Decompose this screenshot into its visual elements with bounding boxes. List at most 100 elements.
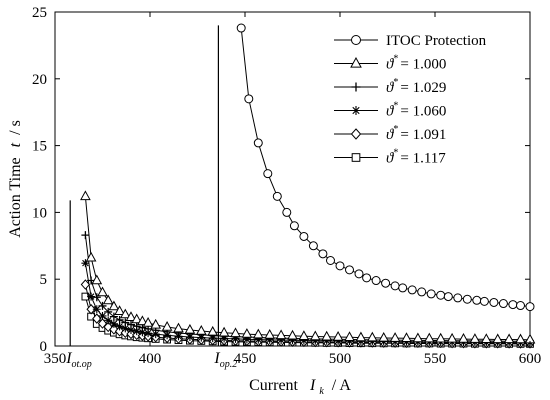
data-point-circle <box>318 249 328 259</box>
data-point-circle <box>417 287 427 297</box>
data-point-asterisk <box>87 292 96 301</box>
data-point-circle <box>436 290 446 300</box>
data-point-triangle <box>469 333 481 343</box>
data-point-triangle <box>131 313 143 324</box>
data-point-asterisk <box>81 259 90 268</box>
data-point-circle <box>489 297 499 307</box>
data-point-triangle <box>218 326 230 337</box>
data-point-circle <box>525 302 535 312</box>
legend-entry: ϑ* = 1.060 <box>334 101 446 120</box>
legend-entry: ϑ* = 1.091 <box>334 124 446 143</box>
legend-label: ϑ* = 1.117 <box>386 148 446 167</box>
data-point-triangle <box>503 333 515 344</box>
data-point-diamond <box>80 279 91 290</box>
data-point-asterisk <box>121 324 130 333</box>
data-point-triangle <box>102 294 114 305</box>
x-axis-symbol-sub: k <box>319 386 324 397</box>
data-point-circle <box>272 191 282 201</box>
x-tick-label: 350 <box>44 351 67 367</box>
x-axis-title: Current I k / A <box>249 377 351 398</box>
data-point-triangle <box>119 308 131 319</box>
data-point-circle <box>398 283 408 293</box>
legend-label: ITOC Protection <box>386 33 487 49</box>
x-tick-label: 550 <box>424 351 447 367</box>
data-point-circle <box>289 221 299 231</box>
data-point-circle <box>253 138 263 148</box>
annotations: Iot.op Iop.2 <box>65 350 237 370</box>
data-point-plus <box>98 301 107 310</box>
legend-entry: ϑ* = 1.117 <box>334 148 446 167</box>
data-point-asterisk <box>138 328 147 337</box>
y-tick-label: 25 <box>32 5 47 21</box>
data-point-circle <box>335 261 345 271</box>
data-point-triangle <box>366 331 378 342</box>
data-point-triangle <box>401 332 412 342</box>
data-point-plus <box>351 82 361 92</box>
data-point-circle <box>426 289 436 299</box>
data-point-triangle <box>184 323 196 334</box>
data-point-triangle <box>125 311 137 321</box>
x-tick-label: 400 <box>139 351 162 367</box>
series-line <box>84 235 531 342</box>
data-point-asterisk <box>98 311 107 320</box>
y-tick-label: 20 <box>32 72 47 88</box>
data-point-asterisk <box>115 322 124 331</box>
series-line <box>84 263 531 343</box>
legend-entry: ITOC Protection <box>334 33 487 49</box>
data-point-circle <box>462 294 472 304</box>
data-point-plus <box>132 322 141 331</box>
data-point-circle <box>326 255 335 265</box>
data-point-triangle <box>97 286 108 297</box>
data-point-triangle <box>108 300 120 311</box>
x-axis-unit: / A <box>332 377 352 394</box>
y-tick-label: 15 <box>32 139 47 155</box>
data-point-asterisk <box>104 316 113 325</box>
data-point-triangle <box>321 330 333 341</box>
data-point-circle <box>308 241 318 251</box>
data-point-triangle <box>515 333 526 344</box>
data-point-triangle <box>458 333 469 343</box>
axis-ticks: 350 400 450 500 550 600 0 5 10 15 20 25 <box>32 5 541 367</box>
data-point-triangle <box>309 330 321 341</box>
x-tick-label: 600 <box>519 351 542 367</box>
y-axis-symbol: t <box>7 142 24 147</box>
data-point-plus <box>109 312 118 321</box>
data-point-circle <box>381 278 391 288</box>
x-axis-symbol: I <box>309 377 316 394</box>
series-layer <box>80 23 536 349</box>
data-point-triangle <box>412 332 424 343</box>
data-point-square <box>351 153 361 162</box>
legend-entry: ϑ* = 1.000 <box>334 54 446 73</box>
data-point-circle <box>282 207 292 217</box>
data-point-triangle <box>195 324 207 335</box>
data-point-triangle <box>230 327 241 338</box>
data-point-circle <box>472 295 482 305</box>
data-point-triangle <box>492 333 504 344</box>
data-point-triangle <box>252 328 264 339</box>
data-point-circle <box>299 231 309 241</box>
data-point-plus <box>92 293 101 302</box>
y-axis-unit: / s <box>7 120 24 135</box>
legend: ITOC Protection ϑ* = 1.000 ϑ* = 1.029 ϑ* = 1.0… <box>328 24 524 170</box>
threshold-label: Iot.op <box>65 350 92 370</box>
legend-label: ϑ* = 1.029 <box>386 77 446 96</box>
data-point-triangle <box>435 332 447 343</box>
data-point-triangle <box>161 320 173 331</box>
legend-box <box>328 24 524 170</box>
legend-label: ϑ* = 1.060 <box>386 101 446 120</box>
data-point-asterisk <box>92 305 101 314</box>
data-point-circle <box>479 296 489 306</box>
data-point-triangle <box>241 328 253 338</box>
data-point-asterisk <box>144 329 153 338</box>
data-point-circle <box>362 273 372 283</box>
data-point-circle <box>244 94 254 104</box>
data-point-circle <box>236 23 246 33</box>
data-point-triangle <box>173 322 184 333</box>
data-point-diamond <box>350 128 362 140</box>
data-point-circle <box>371 276 381 286</box>
data-point-circle <box>498 299 508 309</box>
data-point-circle <box>263 169 273 179</box>
data-point-plus <box>127 320 135 329</box>
y-tick-label: 10 <box>32 205 47 221</box>
